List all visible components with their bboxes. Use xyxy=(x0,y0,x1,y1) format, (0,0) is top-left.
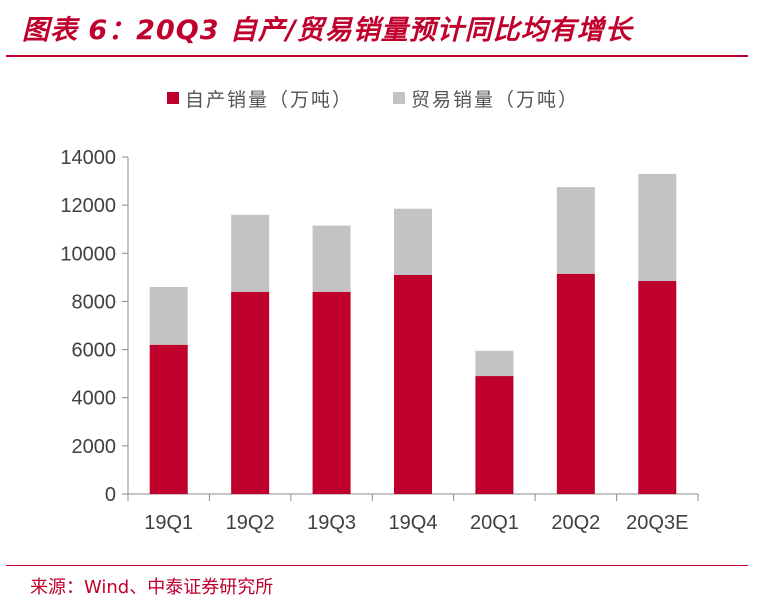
source-divider xyxy=(6,565,748,566)
y-tick-label: 2000 xyxy=(72,436,117,458)
bar-trade-19Q4 xyxy=(394,208,432,275)
source-note: 来源：Wind、中泰证券研究所 xyxy=(30,577,274,598)
legend-swatch-trade xyxy=(393,92,405,104)
x-tick-label: 19Q1 xyxy=(144,512,193,534)
bar-self-produced-19Q4 xyxy=(394,274,432,494)
bar-self-produced-19Q1 xyxy=(149,344,188,494)
bar-self-produced-20Q1 xyxy=(475,376,514,494)
bar-trade-19Q2 xyxy=(231,214,270,292)
stacked-bar-chart: 自产销量（万吨） 贸易销量（万吨） 0 2000 4000 6000 8000 10000 1… xyxy=(60,89,699,534)
y-tick-label: 14000 xyxy=(60,147,116,169)
bar-trade-20Q3E xyxy=(638,173,677,281)
x-axis: 19Q1 19Q2 19Q3 19Q4 20Q1 20Q2 20Q3E xyxy=(127,493,699,534)
bar-trade-20Q2 xyxy=(556,187,595,274)
x-tick-label: 20Q2 xyxy=(551,512,600,534)
bars xyxy=(149,173,677,494)
bar-trade-20Q1 xyxy=(475,350,514,377)
y-tick-label: 0 xyxy=(105,484,116,506)
y-tick-label: 4000 xyxy=(72,388,117,410)
bar-self-produced-19Q3 xyxy=(312,291,351,494)
bar-trade-19Q3 xyxy=(312,225,351,292)
legend: 自产销量（万吨） 贸易销量（万吨） xyxy=(167,89,579,111)
legend-label-self-produced: 自产销量（万吨） xyxy=(185,89,353,111)
y-tick-label: 12000 xyxy=(60,195,116,217)
x-tick-label: 20Q1 xyxy=(470,512,519,534)
x-tick-label: 20Q3E xyxy=(626,512,688,534)
chart-title: 图表 6：20Q3 自产/贸易销量预计同比均有增长 xyxy=(22,15,633,46)
x-tick-label: 19Q4 xyxy=(389,512,438,534)
x-tick-label: 19Q3 xyxy=(307,512,356,534)
bar-trade-19Q1 xyxy=(149,286,188,345)
x-tick-label: 19Q2 xyxy=(226,512,275,534)
y-axis: 0 2000 4000 6000 8000 10000 12000 14000 xyxy=(60,147,129,506)
y-tick-label: 10000 xyxy=(60,243,116,265)
bar-self-produced-19Q2 xyxy=(231,291,270,494)
bar-self-produced-20Q2 xyxy=(556,273,595,494)
title-divider xyxy=(6,55,748,57)
y-tick-label: 8000 xyxy=(72,291,117,313)
legend-label-trade: 贸易销量（万吨） xyxy=(411,89,579,111)
y-tick-label: 6000 xyxy=(72,340,117,362)
legend-swatch-self-produced xyxy=(167,92,179,104)
bar-self-produced-20Q3E xyxy=(638,280,677,494)
